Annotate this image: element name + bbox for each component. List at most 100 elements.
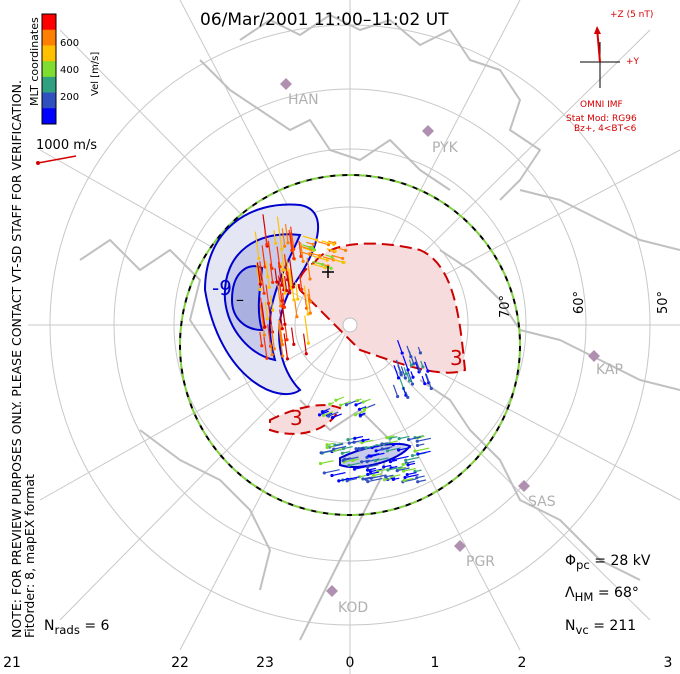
vector-origin bbox=[321, 410, 325, 414]
vector-origin bbox=[333, 249, 337, 253]
vector-origin bbox=[325, 258, 329, 262]
velocity-vector bbox=[347, 476, 360, 480]
velocity-vector bbox=[308, 251, 320, 257]
vector-origin bbox=[285, 357, 290, 361]
colorbar-tick: 400 bbox=[60, 65, 80, 76]
colorbar-segment bbox=[42, 45, 56, 62]
velocity-vector bbox=[348, 462, 361, 466]
velocity-vector bbox=[284, 224, 289, 243]
colorbar-frame bbox=[41, 13, 57, 125]
velocity-vector bbox=[284, 275, 288, 291]
velocity-vector bbox=[405, 456, 420, 461]
vector-origin bbox=[271, 280, 275, 284]
colorbar-tick: 600 bbox=[60, 38, 80, 49]
vector-origin bbox=[318, 461, 323, 466]
vector-origin bbox=[337, 479, 341, 483]
vector-origin bbox=[402, 478, 406, 483]
latitude-label: 50° bbox=[656, 290, 671, 314]
velocity-vector bbox=[307, 294, 311, 314]
vector-origin bbox=[292, 256, 296, 261]
vector-origin bbox=[300, 287, 304, 292]
vector-origin bbox=[304, 352, 308, 356]
velocity-vector bbox=[276, 216, 283, 250]
vector-origin bbox=[413, 449, 417, 453]
vector-origin bbox=[421, 365, 425, 369]
colorbar-segment bbox=[42, 76, 56, 94]
velocity-vector bbox=[267, 240, 273, 269]
velocity-vectors bbox=[254, 214, 433, 484]
vector-origin bbox=[416, 480, 420, 484]
vector-origin bbox=[284, 288, 289, 293]
colorbar-segment bbox=[42, 108, 56, 125]
vector-origin bbox=[396, 394, 400, 399]
velocity-vector bbox=[361, 439, 374, 444]
vector-origin bbox=[403, 376, 408, 380]
vector-origin bbox=[400, 351, 404, 355]
vector-origin bbox=[292, 298, 296, 302]
vector-origin bbox=[391, 443, 395, 447]
velocity-vector bbox=[328, 411, 339, 417]
latitude-label: 70° bbox=[498, 294, 513, 318]
scale-vector-origin bbox=[36, 161, 40, 165]
colorbar-segment bbox=[42, 14, 56, 31]
hm-boundary-latitude: ΛHM = 68° bbox=[565, 585, 639, 604]
vector-origin bbox=[281, 354, 285, 358]
vector-origin bbox=[295, 315, 299, 319]
vector-origin bbox=[344, 403, 349, 407]
vector-origin bbox=[285, 338, 289, 342]
velocity-vector bbox=[423, 361, 429, 372]
velocity-vector bbox=[303, 333, 307, 354]
velocity-vector bbox=[301, 244, 313, 249]
station-label: HAN bbox=[288, 92, 319, 108]
mlt-tick: 21 bbox=[3, 655, 21, 671]
vector-origin bbox=[368, 470, 373, 474]
station-label: KAP bbox=[596, 362, 623, 378]
velocity-vector bbox=[367, 471, 380, 475]
station-label: KOD bbox=[338, 600, 369, 616]
velocity-vector bbox=[277, 275, 284, 307]
velocity-vector bbox=[400, 366, 406, 379]
vector-origin bbox=[364, 446, 368, 450]
velocity-vector bbox=[414, 356, 421, 371]
colorbar-segment bbox=[42, 92, 56, 109]
velocity-vector bbox=[321, 240, 334, 245]
imf-source: OMNI IMF bbox=[580, 100, 623, 110]
velocity-vector bbox=[403, 467, 416, 472]
vector-origin bbox=[283, 322, 287, 326]
positive-contour-label: 3 bbox=[290, 406, 303, 430]
vector-origin bbox=[274, 241, 278, 245]
velocity-vector bbox=[264, 230, 268, 245]
velocity-vector bbox=[332, 413, 342, 419]
vector-origin bbox=[291, 285, 295, 289]
vector-origin bbox=[299, 254, 303, 258]
velocity-vector bbox=[375, 457, 389, 462]
vector-origin bbox=[352, 467, 357, 471]
velocity-vector bbox=[340, 400, 351, 406]
vector-origin bbox=[353, 413, 358, 417]
vector-origin bbox=[345, 479, 349, 483]
imf-z-label: +Z (5 nT) bbox=[610, 10, 654, 20]
velocity-vector bbox=[425, 373, 432, 389]
velocity-vector bbox=[376, 442, 391, 447]
vector-origin bbox=[266, 301, 271, 305]
imf-model-line2: Bz+, 4<BT<6 bbox=[574, 124, 637, 134]
velocity-vector bbox=[319, 410, 329, 416]
vector-origin bbox=[319, 451, 323, 455]
velocity-vector bbox=[265, 263, 269, 277]
vector-origin bbox=[358, 448, 362, 452]
vector-origin bbox=[347, 441, 351, 445]
mlt-tick: 3 bbox=[663, 655, 673, 671]
vector-origin bbox=[340, 256, 345, 261]
velocity-vector bbox=[261, 245, 266, 267]
velocity-vector bbox=[320, 460, 334, 465]
velocity-vector bbox=[276, 279, 282, 307]
vector-origin bbox=[285, 271, 289, 276]
vector-origin bbox=[391, 477, 395, 482]
vector-origin bbox=[263, 325, 267, 329]
imf-y-label: +Y bbox=[626, 57, 640, 67]
vector-origin bbox=[320, 262, 325, 267]
vector-origin bbox=[315, 238, 319, 242]
vector-origin bbox=[395, 469, 399, 473]
vector-origin bbox=[327, 414, 331, 418]
